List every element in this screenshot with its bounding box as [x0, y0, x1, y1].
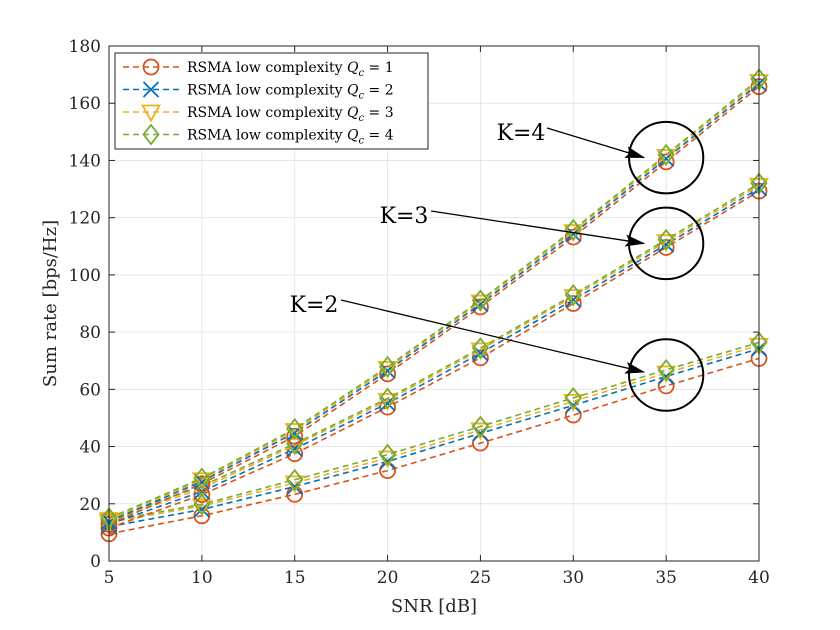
- annotation-label: K=4: [497, 121, 546, 146]
- legend-marker-triangle-down: [140, 104, 162, 123]
- annotation-arrow: [340, 299, 646, 374]
- series-line: [108, 357, 760, 535]
- data-point-diamond: [286, 432, 304, 455]
- legend-box: [114, 52, 429, 150]
- legend-label: RSMA low complexity Qc = 1: [187, 60, 394, 79]
- legend-label: RSMA low complexity Qc = 2: [187, 83, 394, 102]
- data-point-diamond: [564, 386, 582, 409]
- highlight-ellipse: [628, 338, 705, 412]
- x-tick-label: 30: [562, 568, 584, 588]
- x-tick-label: 40: [748, 568, 770, 588]
- series-line: [108, 344, 760, 524]
- data-point-diamond: [564, 218, 582, 241]
- series-line: [108, 182, 760, 521]
- series-line: [108, 190, 760, 529]
- legend-marker-circle: [142, 58, 160, 76]
- data-point-diamond: [657, 358, 675, 381]
- data-point-diamond: [378, 443, 397, 466]
- annotation-k2: K=2: [290, 293, 705, 412]
- series-line: [108, 341, 760, 522]
- data-point-diamond: [471, 415, 490, 438]
- data-point-circle: [657, 153, 675, 171]
- x-tick-label: 20: [377, 568, 399, 588]
- y-tick-label: 40: [79, 438, 101, 458]
- data-point-diamond: [378, 387, 397, 410]
- data-point-circle: [564, 228, 582, 246]
- x-tick-label: 15: [284, 568, 306, 588]
- legend-entry: RSMA low complexity Qc = 2: [123, 81, 394, 102]
- legend-entry: RSMA low complexity Qc = 3: [123, 104, 394, 124]
- data-point-triangle-down: [191, 472, 212, 491]
- data-point-diamond: [564, 283, 582, 306]
- series-line: [108, 83, 760, 523]
- annotation-k4: K=4: [497, 120, 705, 195]
- data-point-diamond: [286, 417, 304, 440]
- data-point-x: [565, 225, 582, 243]
- annotation-label: K=3: [380, 204, 429, 229]
- plot-area-border: [108, 45, 760, 562]
- x-tick-label: 10: [191, 568, 213, 588]
- annotations: K=2 K=3 K=4: [290, 120, 705, 412]
- series-line: [108, 347, 760, 528]
- annotation-k3: K=3: [380, 204, 705, 281]
- y-tick-label: 80: [79, 323, 101, 343]
- series-k2-diamond: [100, 331, 768, 532]
- annotation-arrow: [546, 127, 646, 159]
- annotation-label: K=2: [290, 293, 339, 318]
- y-tick-label: 140: [69, 151, 101, 171]
- legend: RSMA low complexity Qc = 1 RSMA low compl…: [114, 52, 429, 150]
- x-tick-label: 5: [104, 568, 115, 588]
- y-tick-label: 160: [69, 94, 101, 114]
- legend-marker-diamond: [142, 123, 160, 146]
- series-line: [108, 187, 760, 526]
- legend-label: RSMA low complexity Qc = 4: [187, 128, 394, 147]
- legend-entry: RSMA low complexity Qc = 1: [123, 58, 394, 79]
- y-tick-label: 60: [79, 380, 101, 400]
- y-axis-label: Sum rate [bps/Hz]: [40, 220, 61, 387]
- series-line: [108, 80, 760, 521]
- data-point-diamond: [471, 337, 490, 360]
- y-tick-label: 180: [69, 37, 101, 57]
- x-tick-label: 35: [655, 568, 677, 588]
- legend-label: RSMA low complexity Qc = 3: [187, 105, 394, 124]
- axis-ticks: 5 10 15 20 25 30 35 40 0 20 40 60 80 100 120 140 160 180: [69, 37, 770, 588]
- data-point-x: [658, 150, 675, 167]
- series-line: [108, 78, 760, 519]
- data-point-circle: [564, 295, 582, 312]
- data-point-circle: [286, 427, 304, 445]
- y-tick-label: 20: [79, 495, 101, 515]
- series-k4-diamond: [100, 68, 768, 530]
- y-tick-label: 100: [69, 266, 101, 286]
- data-point-diamond: [471, 289, 490, 312]
- legend-marker-x: [142, 81, 160, 98]
- data-point-diamond: [657, 143, 675, 166]
- x-tick-label: 25: [470, 568, 492, 588]
- y-tick-label: 0: [90, 552, 101, 572]
- data-point-circle: [379, 365, 396, 383]
- legend-entry: RSMA low complexity Qc = 4: [123, 123, 394, 147]
- series-layer: [98, 68, 770, 543]
- data-point-diamond: [657, 228, 675, 251]
- data-point-diamond: [378, 355, 397, 378]
- data-point-x: [472, 295, 489, 313]
- x-axis-label: SNR [dB]: [391, 596, 477, 617]
- series-line: [108, 184, 760, 523]
- y-tick-label: 120: [69, 209, 101, 229]
- data-point-diamond: [193, 467, 211, 490]
- data-point-diamond: [286, 468, 304, 491]
- annotation-arrow: [430, 210, 646, 247]
- series-line: [108, 86, 760, 526]
